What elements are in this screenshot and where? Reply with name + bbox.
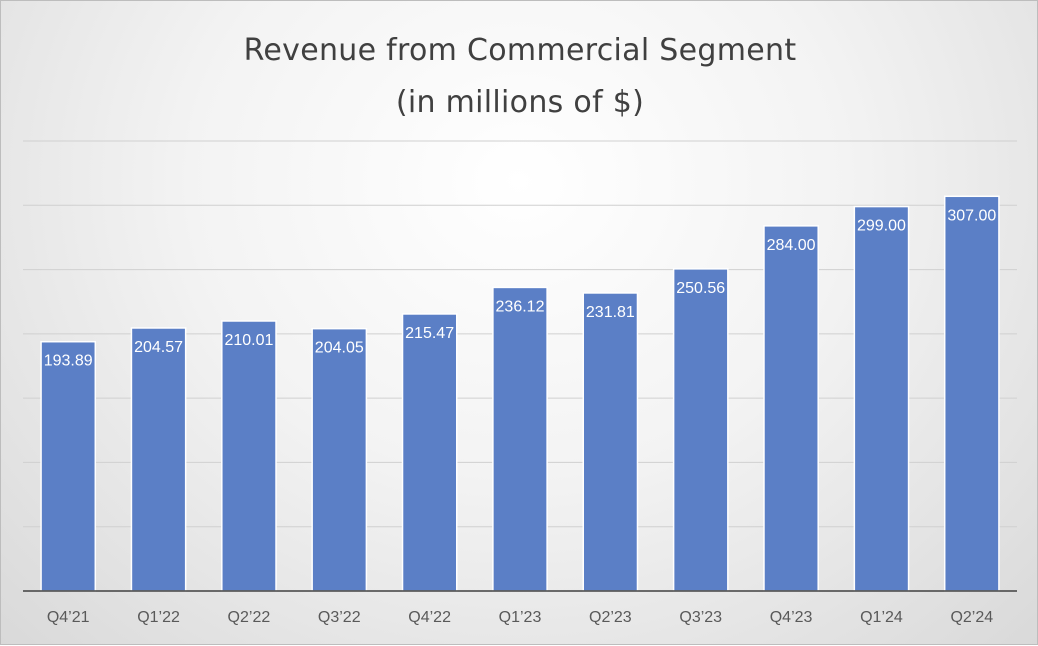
bar [943,195,1000,592]
x-tick-label: Q1’24 [860,609,903,626]
bar [672,268,729,592]
x-tick-label: Q1’22 [137,609,180,626]
bar [221,320,277,592]
bar [853,205,910,592]
data-label: 204.57 [134,339,183,356]
bar [492,286,548,592]
x-tick-label: Q2’22 [228,609,271,626]
bar [401,313,458,592]
data-label: 231.81 [586,304,635,321]
bar [130,327,187,592]
x-tick-label: Q4’21 [47,609,90,626]
chart-title: Revenue from Commercial Segment [243,33,797,68]
data-label: 307.00 [947,207,996,224]
data-label: 299.00 [857,218,906,235]
x-tick-label: Q4’23 [770,609,813,626]
data-label: 250.56 [676,280,725,297]
bar [311,327,368,592]
bar [763,225,819,592]
x-tick-label: Q1’23 [499,609,542,626]
x-tick-label: Q2’24 [950,609,993,626]
data-label: 215.47 [405,325,454,342]
bar [40,340,97,592]
x-tick-label: Q2’23 [589,609,632,626]
data-label: 284.00 [767,237,816,254]
bar [582,292,639,592]
chart-title-block: Revenue from Commercial Segment (in mill… [1,25,1038,129]
chart-subtitle: (in millions of $) [395,85,645,120]
data-label: 236.12 [496,298,545,315]
x-tick-label: Q3’23 [679,609,722,626]
data-label: 210.01 [224,332,273,349]
x-tick-label: Q3’22 [318,609,361,626]
data-label: 204.05 [315,340,364,357]
data-label: 193.89 [44,353,93,370]
x-tick-label: Q4’22 [408,609,451,626]
